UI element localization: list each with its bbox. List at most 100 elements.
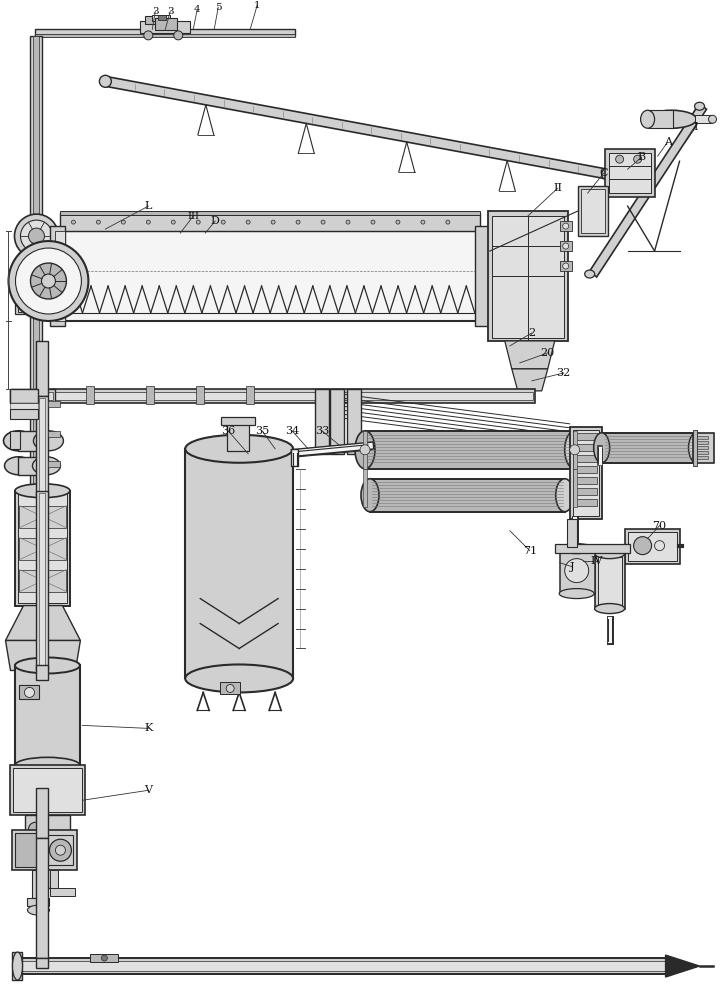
Text: 70: 70 <box>652 521 667 531</box>
Circle shape <box>14 214 58 258</box>
Circle shape <box>421 220 425 224</box>
Bar <box>27 898 50 906</box>
Bar <box>14 768 82 812</box>
Text: 20: 20 <box>541 348 555 358</box>
Bar <box>559 549 595 594</box>
Bar <box>570 427 602 519</box>
Circle shape <box>146 220 150 224</box>
Ellipse shape <box>602 168 613 180</box>
Bar <box>156 18 177 30</box>
Text: A: A <box>664 137 672 147</box>
Text: 2: 2 <box>528 328 535 338</box>
Bar <box>602 433 696 463</box>
Bar <box>625 529 680 564</box>
Bar <box>86 386 94 404</box>
Bar <box>153 15 170 21</box>
Polygon shape <box>590 103 706 277</box>
Text: 4: 4 <box>194 5 201 14</box>
Bar <box>572 431 577 469</box>
Text: 36: 36 <box>221 426 235 436</box>
Bar <box>53 392 533 400</box>
Bar <box>19 958 665 974</box>
Bar <box>19 298 35 312</box>
Bar <box>365 431 575 469</box>
Bar <box>35 29 295 36</box>
Bar <box>40 843 55 888</box>
Bar <box>488 211 567 341</box>
Bar <box>575 499 597 506</box>
Bar <box>19 431 48 451</box>
Bar <box>598 557 621 606</box>
Bar <box>12 952 22 980</box>
Circle shape <box>171 220 175 224</box>
Circle shape <box>563 243 569 249</box>
Bar <box>37 341 48 396</box>
Bar <box>48 401 60 407</box>
Bar <box>19 570 66 592</box>
Bar <box>595 554 625 609</box>
Bar <box>11 765 86 815</box>
Circle shape <box>174 31 183 40</box>
Bar <box>37 491 48 670</box>
Bar <box>554 544 629 553</box>
Ellipse shape <box>32 457 60 475</box>
Text: 3: 3 <box>152 7 158 16</box>
Circle shape <box>16 248 81 314</box>
Text: IV: IV <box>590 556 603 566</box>
Text: 5: 5 <box>215 3 222 12</box>
Bar <box>575 444 597 451</box>
Circle shape <box>360 445 370 455</box>
Bar <box>11 431 20 449</box>
Polygon shape <box>6 641 81 670</box>
Circle shape <box>346 220 350 224</box>
Bar <box>575 477 597 484</box>
Bar <box>221 417 255 425</box>
Bar <box>185 449 293 678</box>
Ellipse shape <box>695 102 704 110</box>
Bar <box>559 221 572 231</box>
Bar <box>146 386 154 404</box>
Bar <box>35 34 295 37</box>
Bar <box>91 954 118 962</box>
Bar <box>37 958 48 968</box>
Bar <box>696 456 708 459</box>
Text: 32: 32 <box>557 368 571 378</box>
Circle shape <box>9 241 89 321</box>
Ellipse shape <box>185 664 293 692</box>
Bar <box>19 961 665 971</box>
Circle shape <box>446 220 450 224</box>
Circle shape <box>221 220 225 224</box>
Circle shape <box>42 274 55 288</box>
Bar <box>55 231 485 321</box>
Bar <box>220 682 240 694</box>
Bar <box>315 389 329 454</box>
Circle shape <box>563 263 569 269</box>
Circle shape <box>24 687 35 697</box>
Bar <box>474 226 490 326</box>
Text: K: K <box>144 723 153 733</box>
Text: B: B <box>637 152 646 162</box>
Bar <box>32 870 45 898</box>
Ellipse shape <box>595 604 625 614</box>
Bar <box>11 389 38 403</box>
Ellipse shape <box>641 110 654 128</box>
Polygon shape <box>6 606 81 641</box>
Bar <box>572 430 598 516</box>
Polygon shape <box>105 76 608 179</box>
Bar <box>696 436 708 439</box>
Bar <box>19 538 66 560</box>
Circle shape <box>30 263 66 299</box>
Text: 35: 35 <box>255 426 269 436</box>
Bar <box>581 189 605 233</box>
Text: C: C <box>600 168 608 178</box>
Bar <box>16 665 81 765</box>
Bar <box>363 431 367 469</box>
Circle shape <box>29 822 42 836</box>
Circle shape <box>20 220 53 252</box>
Circle shape <box>396 220 400 224</box>
Bar <box>11 403 38 409</box>
Circle shape <box>321 220 325 224</box>
Bar <box>17 268 30 280</box>
Bar <box>19 685 40 699</box>
Ellipse shape <box>559 544 594 554</box>
